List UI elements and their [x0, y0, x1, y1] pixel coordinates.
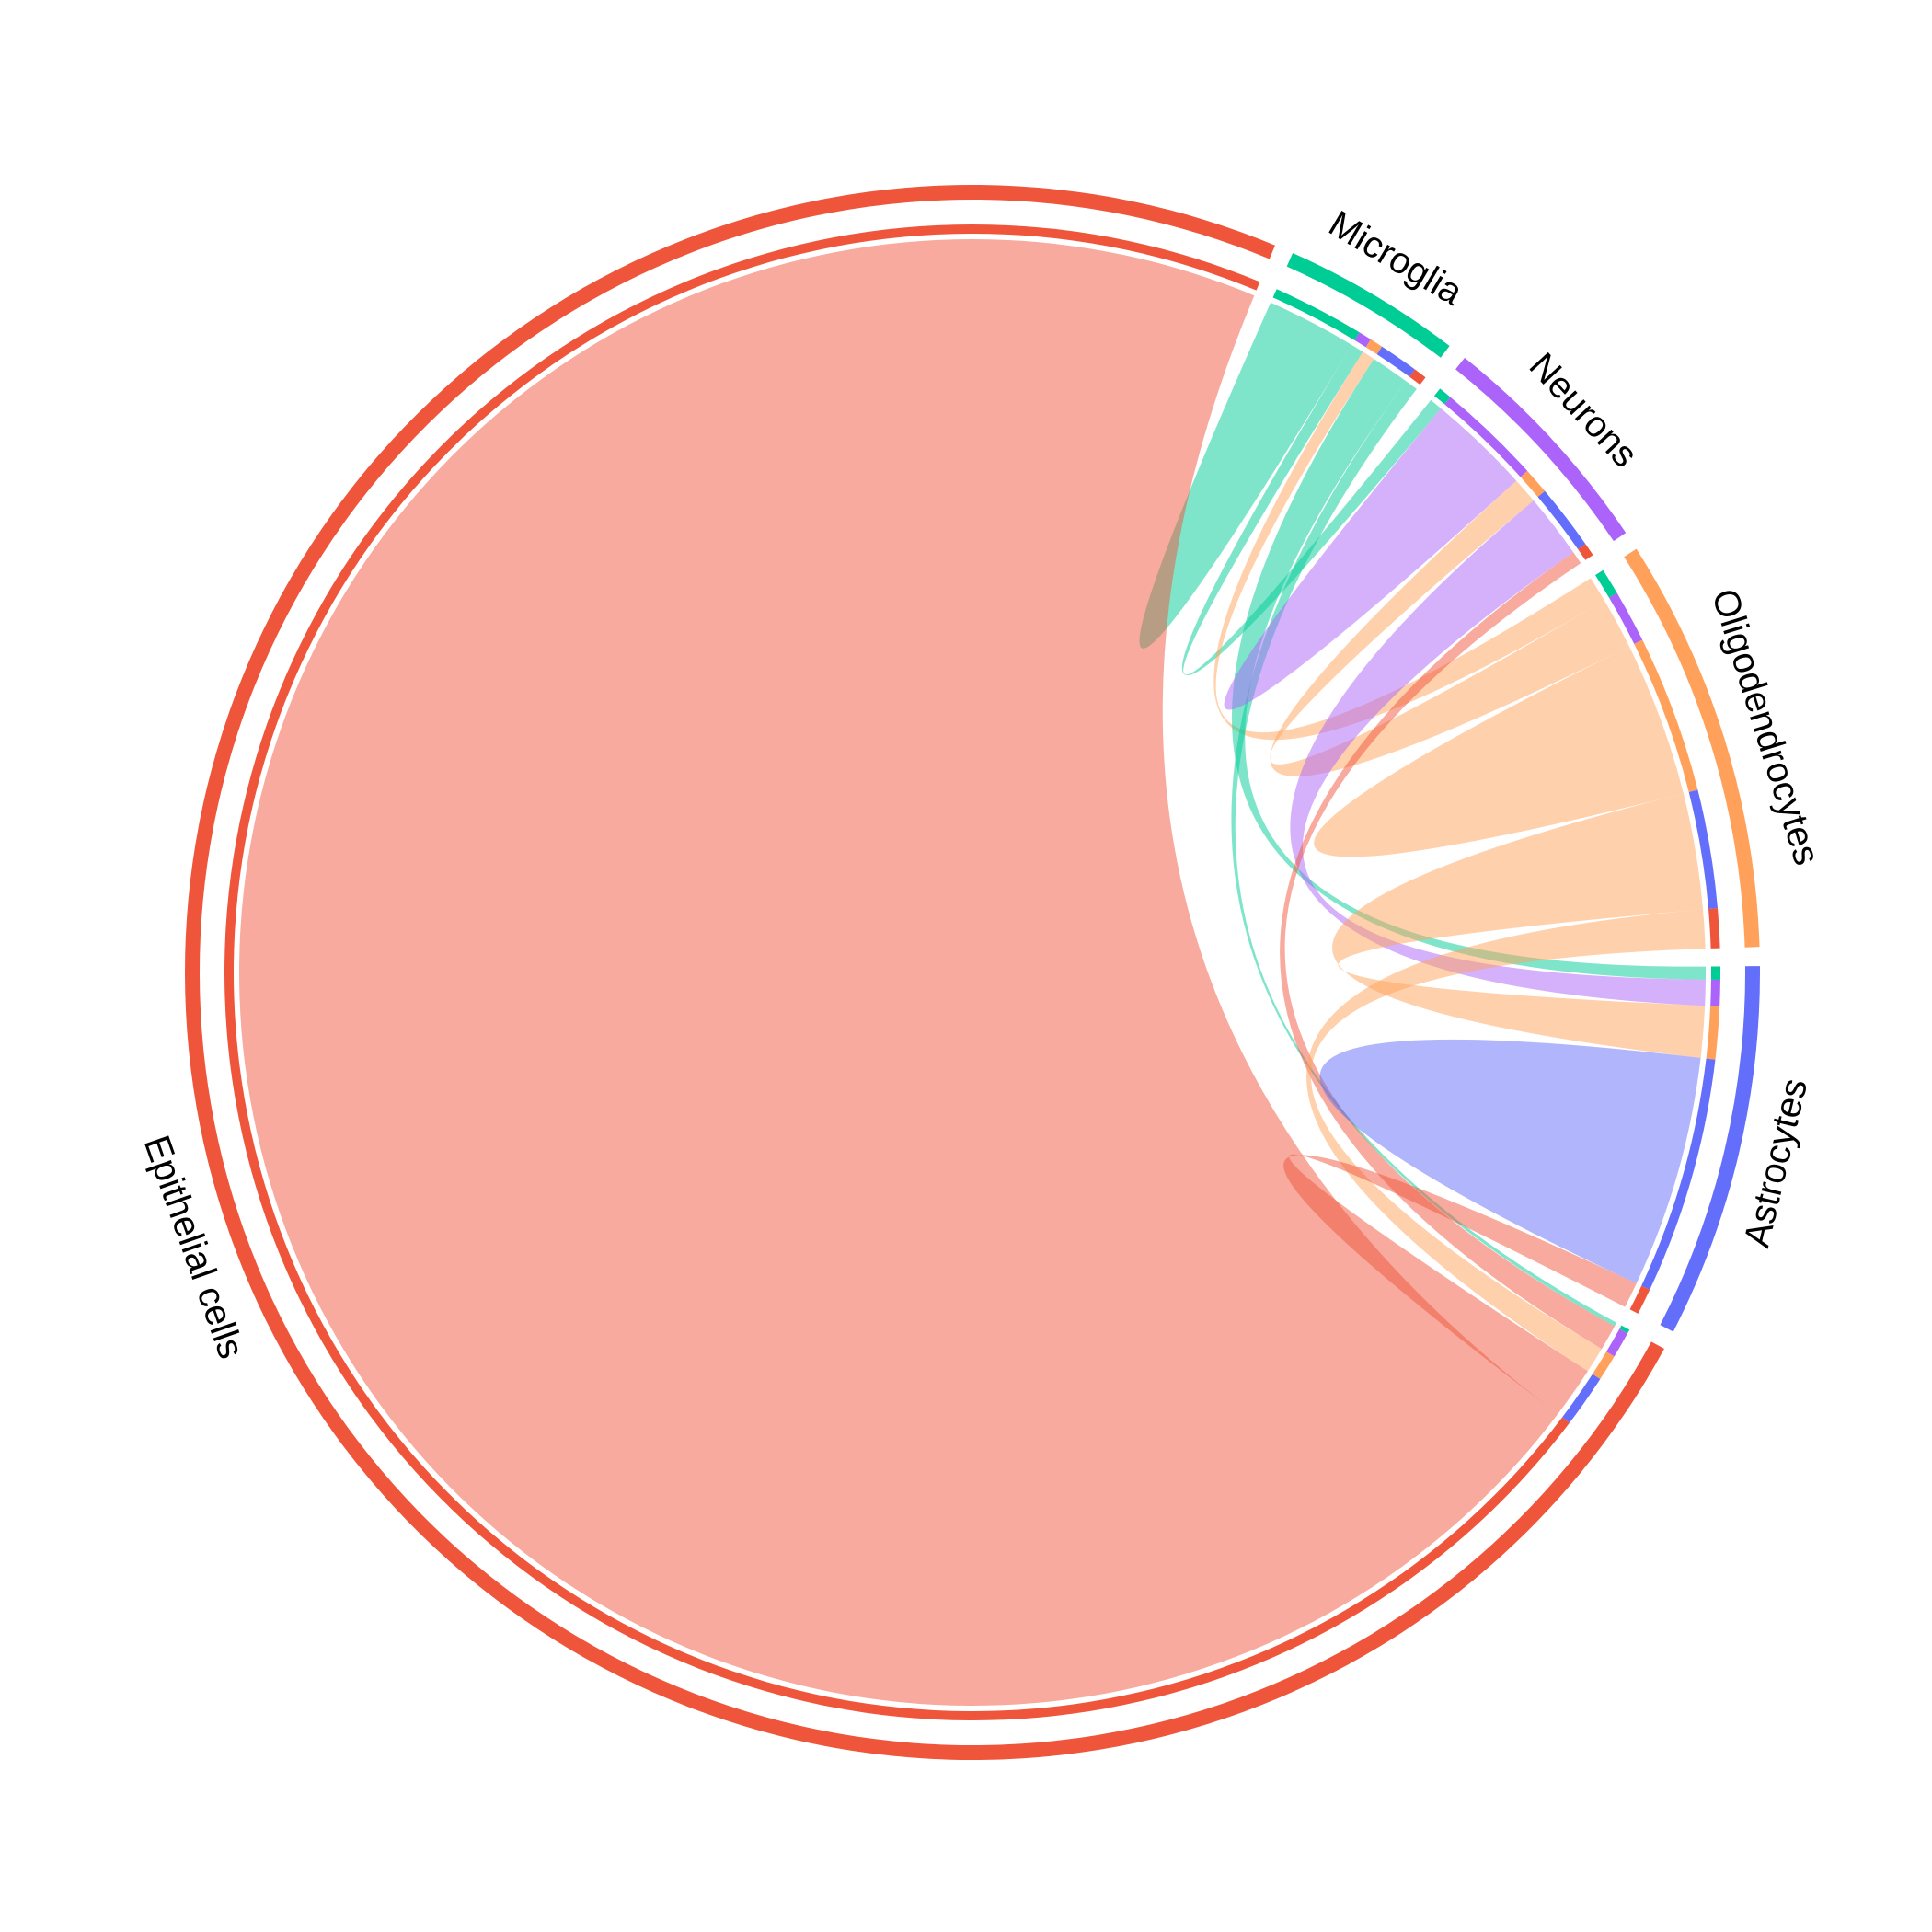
ribbon-astrocytes-astrocytes[interactable]: [1319, 1039, 1701, 1284]
ribbon-neurons-oligodendrocytes[interactable]: [1270, 480, 1629, 776]
inner-segment-microglia-to-microglia: [1272, 289, 1360, 340]
inner-segment-epithelial-cells-to-oligodendrocytes: [1592, 1351, 1615, 1380]
inner-segment-epithelial-cells-to-astrocytes: [1562, 1374, 1601, 1423]
inner-segment-microglia-to-oligodendrocytes: [1365, 339, 1383, 355]
inner-segment-microglia-to-neurons: [1354, 332, 1371, 348]
inner-segment-astrocytes-to-astrocytes: [1641, 1058, 1716, 1290]
ribbon-oligodendrocytes-oligodendrocytes[interactable]: [1314, 646, 1684, 857]
inner-segment-oligodendrocytes-to-oligodendrocytes: [1634, 639, 1698, 792]
inner-segment-neurons-to-neurons: [1444, 397, 1528, 477]
group-arc-microglia[interactable]: [1286, 253, 1450, 358]
inner-segment-astrocytes-to-neurons: [1710, 979, 1720, 1006]
label-epithelial-cells: Epithelial cells: [136, 1131, 252, 1364]
ribbon-microglia-oligodendrocytes[interactable]: [1213, 351, 1604, 741]
inner-segment-neurons-to-microglia: [1433, 388, 1451, 405]
group-arc-neurons[interactable]: [1455, 357, 1627, 542]
ribbon-neurons-epithelial-cells[interactable]: [1280, 552, 1616, 1350]
inner-segment-astrocytes-to-oligodendrocytes: [1706, 1006, 1720, 1060]
label-neurons: Neurons: [1522, 345, 1646, 475]
inner-segment-epithelial-cells-to-microglia: [1619, 1325, 1630, 1334]
group-arc-astrocytes[interactable]: [1660, 966, 1760, 1332]
inner-segment-oligodendrocytes-to-epithelial-cells: [1708, 908, 1720, 949]
ribbon-microglia-microglia[interactable]: [1139, 302, 1352, 649]
ribbon-neurons-astrocytes[interactable]: [1290, 500, 1706, 1006]
outer-ring: [184, 184, 1760, 1760]
label-oligodendrocytes: Oligodendrocytes: [1704, 584, 1827, 869]
inner-segment-neurons-to-epithelial-cells: [1578, 544, 1593, 560]
ribbon-epithelial-cells-epithelial-cells[interactable]: [238, 239, 1558, 1707]
inner-segment-astrocytes-to-epithelial-cells: [1629, 1285, 1650, 1314]
inner-segment-oligodendrocytes-to-microglia: [1595, 569, 1617, 598]
ribbons: [238, 239, 1707, 1707]
ribbon-astrocytes-epithelial-cells[interactable]: [1283, 1154, 1637, 1414]
group-arc-oligodendrocytes[interactable]: [1624, 548, 1760, 948]
inner-segment-oligodendrocytes-to-astrocytes: [1688, 789, 1718, 910]
inner-segment-epithelial-cells-to-neurons: [1606, 1328, 1628, 1357]
inner-ring: [224, 224, 1720, 1720]
inner-segment-microglia-to-astrocytes: [1376, 346, 1415, 377]
inner-segment-microglia-to-epithelial-cells: [1409, 369, 1426, 385]
inner-segment-neurons-to-oligodendrocytes: [1520, 470, 1546, 498]
label-microglia: Microglia: [1322, 203, 1470, 314]
inner-segment-astrocytes-to-microglia: [1710, 966, 1720, 980]
ribbon-neurons-neurons[interactable]: [1224, 408, 1517, 710]
inner-segment-neurons-to-astrocytes: [1537, 490, 1586, 549]
inner-segment-oligodendrocytes-to-neurons: [1608, 592, 1643, 644]
ribbon-oligodendrocytes-astrocytes[interactable]: [1332, 793, 1706, 1058]
